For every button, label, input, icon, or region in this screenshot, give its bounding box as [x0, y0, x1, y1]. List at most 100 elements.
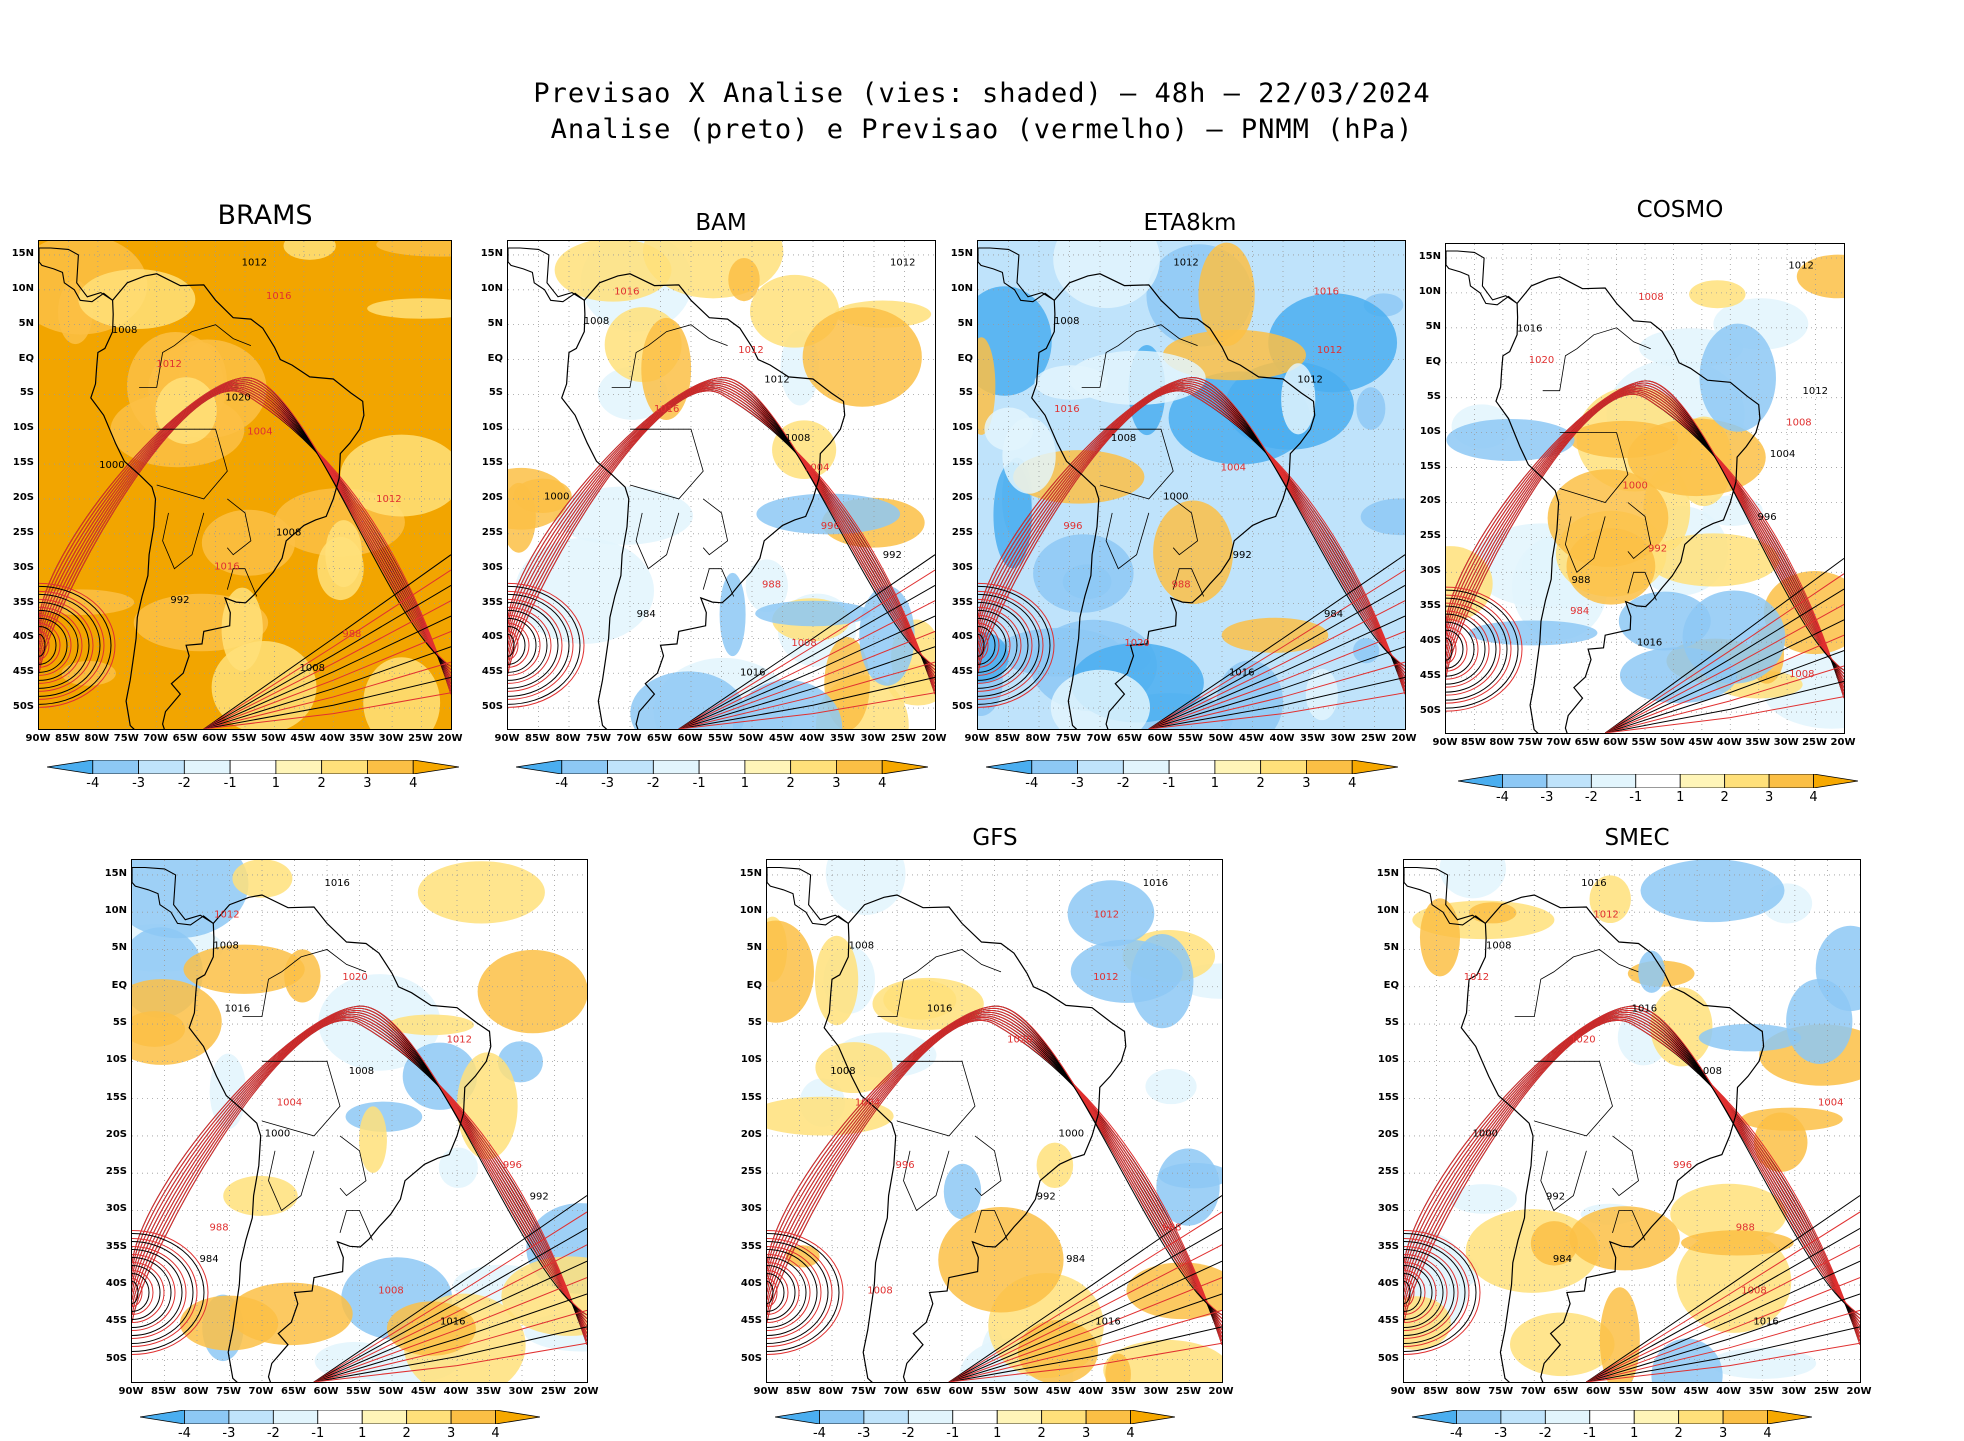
forecast-isobar	[948, 1277, 1222, 1382]
analysis-isobar	[508, 585, 581, 705]
lat-tick-label: 5N	[1425, 320, 1441, 332]
country-border	[1559, 432, 1629, 503]
lat-tick-label: 40S	[951, 631, 973, 643]
forecast-isobar	[1446, 634, 1457, 664]
lon-tick-label: 25W	[408, 733, 434, 744]
forecast-isobar	[1148, 569, 1405, 729]
analysis-isobar	[39, 585, 112, 705]
forecast-isobar	[767, 1020, 1222, 1345]
lon-tick-label: 20W	[1391, 733, 1417, 744]
isobar-label: 1012	[764, 375, 789, 386]
analysis-isobar	[1446, 597, 1508, 701]
forecast-isobar	[1446, 626, 1468, 672]
analysis-isobar	[1604, 557, 1844, 733]
analysis-isobar	[767, 1249, 818, 1337]
colorbar-segment	[184, 1410, 230, 1424]
bias-shading-patch	[943, 1163, 982, 1220]
bias-shading-patch	[1062, 564, 1112, 600]
forecast-isobar	[678, 569, 935, 729]
country-border	[156, 428, 228, 500]
lon-tick-label: 80W	[818, 1386, 844, 1397]
isobar-label: 1016	[1517, 323, 1542, 334]
isobar-label: 1004	[1770, 449, 1795, 460]
panel-title-smec: SMEC	[1604, 825, 1670, 851]
colorbar-tick-label: 4	[409, 776, 418, 791]
lat-tick-label: 15S	[12, 457, 34, 469]
lat-tick-label: 50S	[1419, 705, 1441, 717]
lat-tick-label: 15S	[105, 1091, 127, 1103]
lon-tick-label: 75W	[851, 1386, 876, 1397]
lon-tick-label: 30W	[1781, 1386, 1807, 1397]
south-america-outline	[90, 273, 365, 729]
isobar-label: 988	[1736, 1223, 1755, 1234]
lat-tick-label: 15S	[1419, 460, 1441, 472]
analysis-isobar	[313, 1326, 587, 1382]
isobar-label: 1008	[830, 1066, 855, 1077]
forecast-isobar	[508, 381, 935, 674]
analysis-isobar	[1446, 629, 1464, 669]
colorbar-tick-label: -4	[1495, 790, 1509, 805]
colorbar-tick-label: -1	[311, 1426, 325, 1441]
colorbar-segment	[406, 1410, 452, 1424]
bias-shading-patch	[477, 949, 587, 1034]
analysis-isobar	[508, 625, 526, 665]
colorbar-tick-label: -3	[132, 776, 146, 791]
isobar-label: 1016	[214, 561, 239, 572]
lon-tick-label: 85W	[995, 733, 1020, 744]
forecast-isobar	[1586, 1244, 1860, 1382]
bias-shading-patch	[1305, 668, 1338, 721]
forecast-isobar	[1446, 594, 1512, 704]
analysis-isobar	[978, 593, 1040, 697]
country-border	[339, 1210, 373, 1241]
colorbar-tick-label: -1	[946, 1426, 960, 1441]
colorbar	[1412, 1410, 1812, 1424]
colorbar-segment	[698, 760, 746, 774]
analysis-isobar	[1586, 1326, 1860, 1382]
colorbar	[516, 760, 928, 774]
colorbar-segment	[92, 760, 139, 774]
colorbar-segment	[1546, 774, 1592, 788]
forecast-isobar	[508, 630, 519, 660]
central-america-outline	[1404, 866, 1486, 926]
country-border	[629, 428, 704, 500]
lat-tick-label: 5N	[1383, 942, 1399, 954]
bias-shading-patch	[755, 600, 871, 627]
forecast-isobar	[978, 377, 1405, 667]
bias-shading-patch	[732, 679, 843, 729]
isobar-label: 1008	[1638, 292, 1663, 303]
lat-tick-label: 30S	[105, 1203, 127, 1215]
isobar-label: 1000	[1622, 481, 1647, 492]
colorbar-tick-label: -4	[812, 1426, 826, 1441]
lat-tick-label: 10N	[1376, 905, 1399, 917]
forecast-isobar	[1404, 1018, 1860, 1342]
analysis-isobar	[313, 1260, 587, 1382]
isobar-label: 1004	[277, 1097, 302, 1108]
analysis-isobar	[203, 615, 451, 729]
isobar-label: 984	[1066, 1254, 1085, 1265]
lat-tick-label: 40S	[740, 1278, 762, 1290]
isobar-label: 992	[1233, 550, 1252, 561]
colorbar-segment	[1122, 760, 1170, 774]
isobar-label: 1008	[276, 528, 301, 539]
lon-tick-label: 70W	[1520, 1386, 1546, 1397]
bias-shading-patch	[179, 1295, 279, 1351]
colorbar-tick-label: -3	[1071, 776, 1085, 791]
colorbar-segment	[652, 760, 700, 774]
lon-tick-label: 60W	[948, 1386, 974, 1397]
analysis-isobar	[313, 1293, 587, 1382]
forecast-isobar	[313, 1309, 587, 1382]
lat-tick-label: 10S	[105, 1054, 127, 1066]
colorbar	[986, 760, 1398, 774]
forecast-isobar	[1446, 618, 1479, 680]
forecast-isobar	[508, 606, 552, 684]
lat-tick-label: 40S	[12, 631, 34, 643]
colorbar-tick-label: 1	[1630, 1426, 1639, 1441]
forecast-isobar	[39, 606, 83, 684]
isobar-label: 992	[1546, 1191, 1565, 1202]
bias-shading-patch	[630, 671, 746, 729]
lon-tick-label: 45W	[290, 733, 316, 744]
bias-shading-patch	[317, 536, 364, 601]
isobar-label: 1012	[1297, 375, 1322, 386]
forecast-isobar	[508, 622, 530, 668]
colorbar-tick-label: -3	[601, 776, 615, 791]
